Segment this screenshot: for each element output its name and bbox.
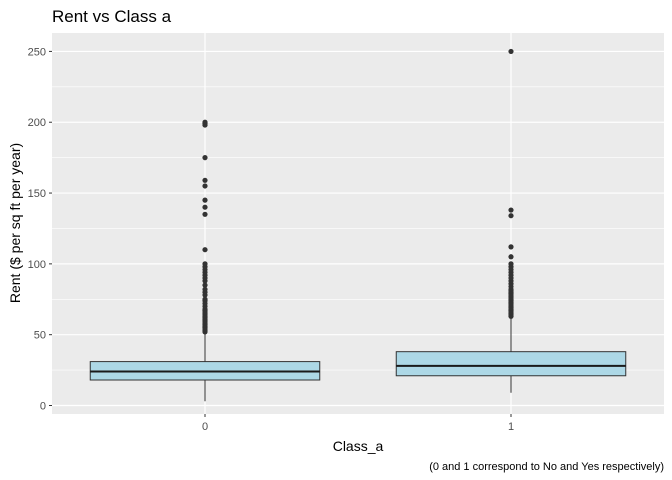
y-tick-label: 200 xyxy=(28,117,46,129)
y-tick-label: 150 xyxy=(28,188,46,200)
y-tick-label: 250 xyxy=(28,46,46,58)
y-tick-label: 100 xyxy=(28,259,46,271)
outlier-point xyxy=(202,247,208,253)
grid-lines xyxy=(52,33,664,414)
outlier-point xyxy=(202,204,208,210)
outlier-point xyxy=(202,282,208,288)
outlier-point xyxy=(508,207,514,213)
outlier-point xyxy=(202,177,208,183)
boxes-layer xyxy=(89,48,627,402)
outlier-point xyxy=(202,296,208,302)
box-1 xyxy=(395,48,627,393)
outlier-point xyxy=(202,183,208,189)
outlier-point xyxy=(202,286,208,292)
outlier-point xyxy=(508,213,514,219)
x-axis-title: Class_a xyxy=(333,438,384,454)
iqr-box xyxy=(395,351,627,377)
outlier-point xyxy=(202,261,208,267)
outlier-point xyxy=(508,254,514,260)
chart-title: Rent vs Class a xyxy=(52,7,172,26)
chart-caption: (0 and 1 correspond to No and Yes respec… xyxy=(429,461,664,473)
outlier-point xyxy=(202,119,208,125)
y-axis-title: Rent ($ per sq ft per year) xyxy=(7,143,23,303)
outlier-point xyxy=(202,211,208,217)
y-tick-label: 50 xyxy=(34,330,46,342)
outlier-point xyxy=(508,244,514,250)
y-axis-ticks: 0 50 100 150 200 250 xyxy=(28,46,52,413)
box-0 xyxy=(89,119,321,402)
plot-panel xyxy=(52,33,664,414)
y-tick-label: 0 xyxy=(40,401,46,413)
x-tick-label: 1 xyxy=(508,421,514,433)
outlier-point xyxy=(202,155,208,161)
outlier-point xyxy=(508,48,514,55)
x-tick-label: 0 xyxy=(202,421,208,433)
outlier-point xyxy=(202,197,208,203)
outlier-point xyxy=(508,261,514,267)
